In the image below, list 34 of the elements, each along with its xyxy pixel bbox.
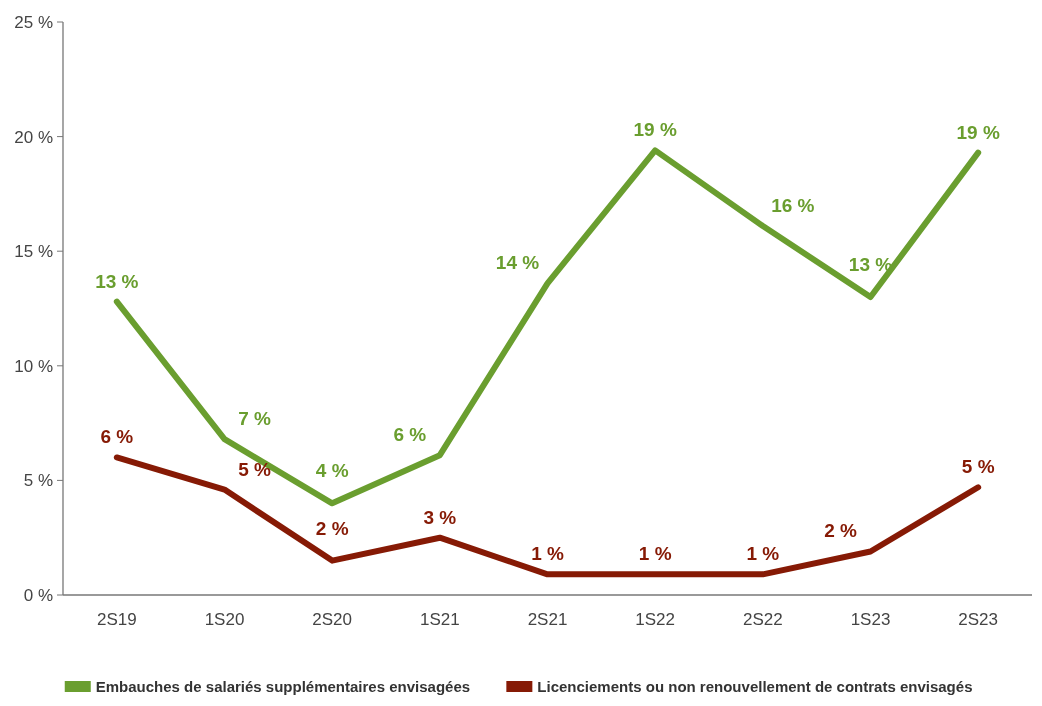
data-label: 2 % bbox=[315, 517, 349, 539]
y-tick-label: 0 % bbox=[23, 585, 53, 605]
x-tick-label: 1S22 bbox=[635, 610, 676, 629]
legend-label: Licenciements ou non renouvellement de contrats envisagés bbox=[537, 678, 973, 695]
data-label: 2 % bbox=[824, 520, 857, 542]
x-tick-label: 1S23 bbox=[850, 610, 891, 629]
y-tick-label: 15 % bbox=[14, 242, 53, 262]
data-label: 6 % bbox=[100, 426, 134, 448]
x-tick-label: 2S19 bbox=[96, 610, 137, 629]
x-tick-label: 2S20 bbox=[312, 610, 353, 629]
data-label: 7 % bbox=[238, 408, 271, 430]
data-label: 3 % bbox=[423, 506, 457, 528]
data-label: 4 % bbox=[315, 460, 349, 482]
x-tick-label: 2S22 bbox=[742, 610, 783, 629]
y-tick-label: 20 % bbox=[14, 127, 53, 147]
x-tick-label: 1S21 bbox=[419, 610, 460, 629]
data-label: 1 % bbox=[638, 543, 672, 565]
y-tick-label: 25 % bbox=[14, 12, 53, 32]
legend-label: Embauches de salariés supplémentaires envisagées bbox=[95, 678, 471, 695]
data-label: 1 % bbox=[531, 543, 564, 565]
data-label: 5 % bbox=[238, 458, 271, 480]
data-label: 6 % bbox=[393, 424, 427, 446]
x-tick-label: 1S20 bbox=[204, 610, 245, 629]
data-label: 1 % bbox=[746, 543, 780, 565]
y-tick-label: 10 % bbox=[14, 356, 53, 376]
data-label: 5 % bbox=[961, 456, 995, 478]
data-label: 13 % bbox=[95, 270, 139, 292]
y-tick-label: 5 % bbox=[23, 471, 53, 491]
x-tick-label: 2S21 bbox=[527, 610, 568, 629]
x-tick-label: 2S23 bbox=[958, 610, 999, 629]
data-label: 19 % bbox=[956, 121, 1000, 143]
data-label: 16 % bbox=[771, 194, 815, 216]
data-label: 19 % bbox=[633, 119, 677, 141]
data-label: 14 % bbox=[495, 252, 540, 274]
